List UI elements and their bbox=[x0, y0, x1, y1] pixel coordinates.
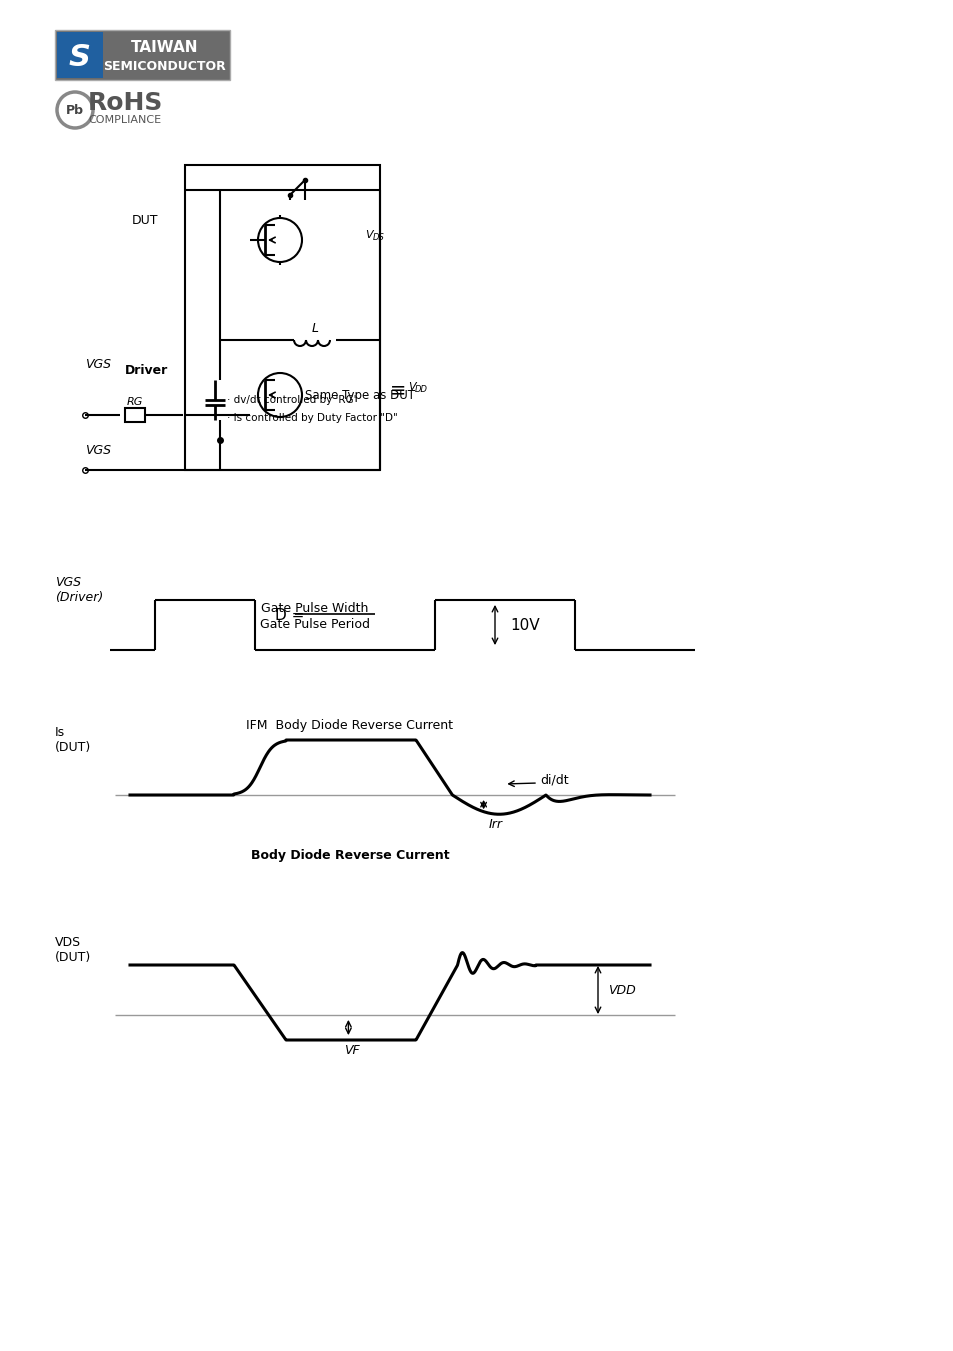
Text: 10V: 10V bbox=[510, 617, 539, 632]
Text: · Is controlled by Duty Factor "D": · Is controlled by Duty Factor "D" bbox=[227, 413, 397, 423]
Bar bbox=[185, 165, 379, 470]
Bar bbox=[57, 32, 103, 78]
Text: VF: VF bbox=[343, 1043, 359, 1056]
Text: Gate Pulse Width: Gate Pulse Width bbox=[261, 601, 368, 615]
Text: Irr: Irr bbox=[488, 817, 502, 831]
Bar bbox=[55, 30, 230, 80]
Text: Same Type as DUT: Same Type as DUT bbox=[305, 389, 415, 401]
Text: DD: DD bbox=[415, 385, 428, 394]
Text: di/dt: di/dt bbox=[539, 774, 568, 786]
Text: V: V bbox=[365, 230, 373, 240]
Text: V: V bbox=[408, 382, 416, 392]
Text: ≡: ≡ bbox=[390, 381, 406, 400]
Text: Pb: Pb bbox=[66, 104, 84, 116]
Text: Driver: Driver bbox=[125, 363, 169, 377]
Text: DS: DS bbox=[373, 232, 384, 242]
Text: · dv/dt controlled by 'RG': · dv/dt controlled by 'RG' bbox=[227, 394, 356, 405]
Text: VGS: VGS bbox=[85, 358, 111, 372]
Text: IFM  Body Diode Reverse Current: IFM Body Diode Reverse Current bbox=[246, 719, 453, 731]
Text: VGS
(Driver): VGS (Driver) bbox=[55, 576, 103, 604]
Text: RG: RG bbox=[127, 397, 143, 407]
Text: SEMICONDUCTOR: SEMICONDUCTOR bbox=[104, 59, 226, 73]
Text: VDD: VDD bbox=[607, 984, 635, 997]
Bar bbox=[55, 30, 230, 80]
Text: RoHS: RoHS bbox=[88, 91, 163, 115]
Text: VDS
(DUT): VDS (DUT) bbox=[55, 936, 91, 965]
Text: COMPLIANCE: COMPLIANCE bbox=[89, 115, 161, 126]
Text: D =: D = bbox=[274, 608, 309, 623]
Text: Gate Pulse Period: Gate Pulse Period bbox=[260, 617, 370, 631]
Text: TAIWAN: TAIWAN bbox=[132, 41, 198, 55]
Text: Is
(DUT): Is (DUT) bbox=[55, 725, 91, 754]
Text: S: S bbox=[69, 43, 91, 73]
Text: DUT: DUT bbox=[132, 213, 158, 227]
Bar bbox=[125, 408, 145, 422]
Text: L: L bbox=[312, 322, 318, 335]
Text: Body Diode Reverse Current: Body Diode Reverse Current bbox=[251, 848, 449, 862]
Text: VGS: VGS bbox=[85, 443, 111, 457]
